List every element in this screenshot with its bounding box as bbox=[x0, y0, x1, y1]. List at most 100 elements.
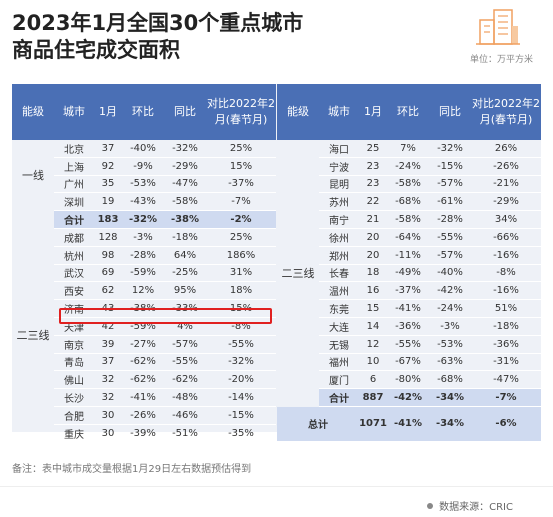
total-value: -34% bbox=[429, 406, 471, 442]
table-row: 二三线 海口 25 7% -32% 26% bbox=[277, 140, 541, 280]
table-cell: -41% bbox=[387, 299, 429, 318]
right-table: 能级 城市 1月 环比 同比 对比2022年2月(春节月) 二三线 海口 25 7% -32% 26… bbox=[277, 84, 541, 442]
table-cell: -57% bbox=[164, 335, 206, 354]
table-cell: -61% bbox=[429, 192, 471, 212]
table-row: 青岛 37 -62% -55% -32% bbox=[12, 353, 276, 372]
table-cell: 广州 bbox=[54, 175, 94, 194]
table-cell: 合计 bbox=[54, 210, 94, 229]
table-cell: 69 bbox=[94, 264, 122, 283]
table-cell: 23 bbox=[359, 175, 387, 194]
total-value: -41% bbox=[387, 406, 429, 442]
table-cell: 青岛 bbox=[54, 353, 94, 372]
table-cell: 重庆 bbox=[54, 424, 94, 443]
table-cell: 92 bbox=[94, 157, 122, 176]
table-row: 南京 39 -27% -57% -55% bbox=[12, 335, 276, 354]
header-cell: 能级 bbox=[12, 84, 54, 140]
table-cell: 上海 bbox=[54, 157, 94, 176]
table-cell: 宁波 bbox=[319, 157, 359, 176]
table-cell: 南宁 bbox=[319, 210, 359, 229]
table-cell: 30 bbox=[94, 406, 122, 425]
header-cell: 同比 bbox=[164, 84, 206, 140]
header-cell: 能级 bbox=[277, 84, 319, 140]
table-cell: 18% bbox=[206, 281, 276, 301]
table-cell: -34% bbox=[429, 388, 471, 407]
title-line-1: 2023年1月全国30个重点城市 bbox=[12, 11, 304, 35]
table-row: 无锡 12 -55% -53% -36% bbox=[277, 335, 541, 354]
data-table-area: 能级 城市 1月 环比 同比 对比2022年2月(春节月) 一线 北京 37 -40% -32% 2… bbox=[12, 84, 541, 443]
table-cell: 北京 bbox=[54, 140, 94, 158]
table-cell: 南京 bbox=[54, 335, 94, 354]
table-cell: -47% bbox=[164, 175, 206, 194]
table-cell: -26% bbox=[122, 406, 164, 425]
header-cell: 城市 bbox=[54, 84, 94, 140]
table-row: 佛山 32 -62% -62% -20% bbox=[12, 370, 276, 390]
table-cell: 34% bbox=[471, 210, 541, 229]
left-table: 能级 城市 1月 环比 同比 对比2022年2月(春节月) 一线 北京 37 -40% -32% 2… bbox=[12, 84, 276, 443]
table-cell: -53% bbox=[429, 335, 471, 354]
table-row: 东莞 15 -41% -24% 51% bbox=[277, 299, 541, 318]
table-cell: 23 bbox=[359, 157, 387, 176]
table-cell: -46% bbox=[164, 406, 206, 425]
table-cell: 35 bbox=[94, 175, 122, 194]
total-label: 总计 bbox=[277, 406, 359, 442]
table-cell: -20% bbox=[206, 370, 276, 390]
header-cell: 1月 bbox=[359, 84, 387, 140]
tier-label: 一线 bbox=[22, 169, 44, 183]
divider bbox=[0, 486, 553, 487]
table-cell: 98 bbox=[94, 246, 122, 265]
table-cell: -16% bbox=[471, 281, 541, 301]
table-row: 合肥 30 -26% -46% -15% bbox=[12, 406, 276, 425]
table-cell: -37% bbox=[206, 175, 276, 194]
table-cell: -80% bbox=[387, 370, 429, 390]
table-cell: 20 bbox=[359, 228, 387, 247]
source-line: 数据来源：CRIC bbox=[427, 498, 513, 513]
table-cell: 26% bbox=[471, 140, 541, 158]
table-cell: 福州 bbox=[319, 353, 359, 372]
table-cell: -42% bbox=[387, 388, 429, 407]
table-cell: -3% bbox=[122, 228, 164, 247]
table-row: 长沙 32 -41% -48% -14% bbox=[12, 388, 276, 407]
table-cell: -36% bbox=[387, 317, 429, 336]
table-row: 苏州 22 -68% -61% -29% bbox=[277, 192, 541, 212]
table-cell: -63% bbox=[429, 353, 471, 372]
table-cell: 成都 bbox=[54, 228, 94, 247]
table-cell: -35% bbox=[206, 424, 276, 443]
table-cell: 深圳 bbox=[54, 192, 94, 212]
table-cell: -9% bbox=[122, 157, 164, 176]
table-cell: -41% bbox=[122, 388, 164, 407]
table-cell: 39 bbox=[94, 335, 122, 354]
table-row: 大连 14 -36% -3% -18% bbox=[277, 317, 541, 336]
table-cell: 25% bbox=[206, 228, 276, 247]
table-cell: -68% bbox=[387, 192, 429, 212]
table-cell: 37 bbox=[94, 140, 122, 158]
table-cell: -51% bbox=[164, 424, 206, 443]
table-cell: 郑州 bbox=[319, 246, 359, 265]
table-cell: -32% bbox=[206, 353, 276, 372]
table-cell: 16 bbox=[359, 281, 387, 301]
table-cell: 37 bbox=[94, 353, 122, 372]
table-cell: -29% bbox=[471, 192, 541, 212]
table-cell: 10 bbox=[359, 353, 387, 372]
table-cell: 合肥 bbox=[54, 406, 94, 425]
table-cell: 武汉 bbox=[54, 264, 94, 283]
header-cell: 环比 bbox=[387, 84, 429, 140]
table-cell: 海口 bbox=[319, 140, 359, 158]
table-cell: -47% bbox=[471, 370, 541, 390]
table-cell: -39% bbox=[122, 424, 164, 443]
group-cell bbox=[12, 210, 54, 229]
page-title: 2023年1月全国30个重点城市 商品住宅成交面积 bbox=[12, 10, 303, 64]
table-cell: -57% bbox=[429, 175, 471, 194]
table-cell: 18 bbox=[359, 264, 387, 283]
table-cell: 西安 bbox=[54, 281, 94, 301]
source-label: 数据来源：CRIC bbox=[439, 502, 513, 513]
table-row: 杭州 98 -28% 64% 186% bbox=[12, 246, 276, 265]
table-cell: -31% bbox=[471, 353, 541, 372]
table-row: 西安 62 12% 95% 18% bbox=[12, 281, 276, 301]
table-row: 合计 183 -32% -38% -2% bbox=[12, 210, 276, 229]
table-cell: -68% bbox=[429, 370, 471, 390]
table-cell: 12% bbox=[122, 281, 164, 301]
table-cell: -27% bbox=[122, 335, 164, 354]
table-cell: -28% bbox=[429, 210, 471, 229]
table-cell: -2% bbox=[206, 210, 276, 229]
table-cell: -58% bbox=[164, 192, 206, 212]
